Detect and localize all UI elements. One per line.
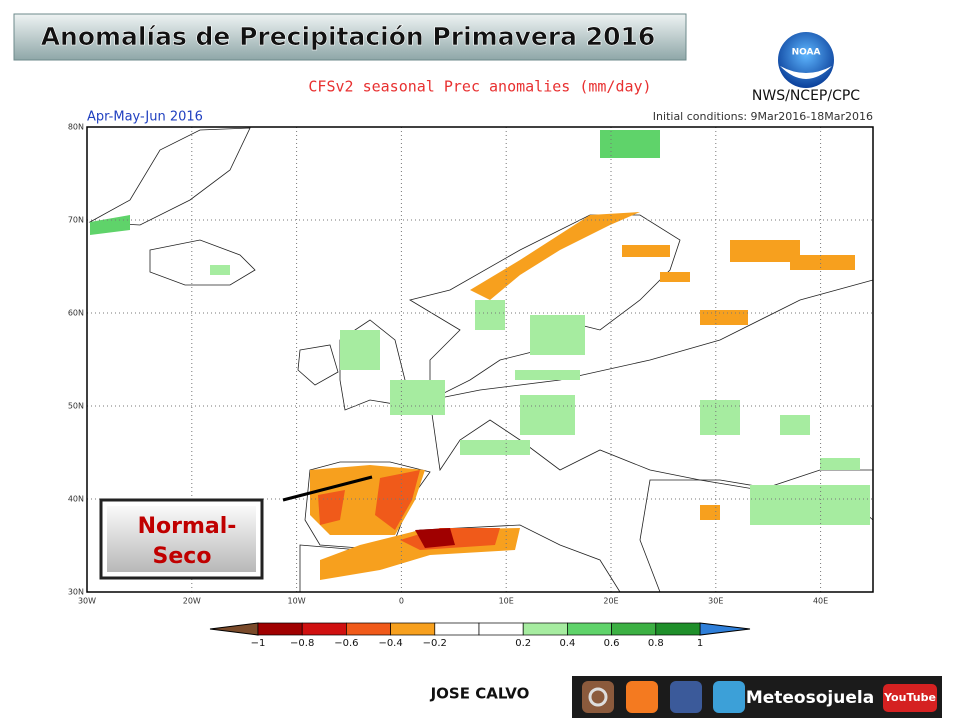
lon-label: 10E	[499, 597, 514, 606]
youtube-label: YouTube	[883, 691, 936, 704]
colorbar-cell	[478, 622, 524, 636]
period: Apr-May-Jun 2016	[87, 110, 203, 125]
lon-label: 20E	[603, 597, 618, 606]
colorbar-cell	[257, 622, 303, 636]
lat-label: 80N	[68, 123, 84, 132]
logo-text: NOAA	[792, 48, 821, 58]
callout-inner	[107, 506, 256, 572]
instagram-lens	[588, 687, 608, 707]
facebook-icon[interactable]	[670, 681, 702, 713]
anomaly-patches	[90, 130, 870, 580]
colorbar-label: −0.6	[334, 638, 358, 649]
colorbar-cell	[301, 622, 347, 636]
colorbar-cell	[611, 622, 657, 636]
grid	[87, 127, 873, 592]
lat-label: 50N	[68, 402, 84, 411]
callout-line2: Seco	[153, 544, 212, 569]
twitter-icon[interactable]	[713, 681, 745, 713]
map-title: CFSv2 seasonal Prec anomalies (mm/day)	[308, 78, 651, 96]
colorbar-low	[209, 622, 259, 636]
colorbar-cell	[522, 622, 568, 636]
colorbar-label: −0.2	[423, 638, 447, 649]
lon-label: 40E	[813, 597, 828, 606]
agency: NWS/NCEP/CPC	[752, 88, 860, 104]
colorbar-label: 0.4	[559, 638, 575, 649]
lat-label: 70N	[68, 216, 84, 225]
author: JOSE CALVO	[430, 685, 530, 703]
lon-label: 0	[399, 597, 404, 606]
callout-line1: Normal-	[138, 514, 237, 539]
colorbar-label: 0.6	[604, 638, 620, 649]
colorbar-label: 0.8	[648, 638, 664, 649]
title: Anomalías de Precipitación Primavera 201…	[41, 22, 656, 51]
lon-label: 30E	[708, 597, 723, 606]
lat-label: 30N	[68, 588, 84, 597]
map-frame	[86, 126, 874, 593]
lat-label: 60N	[68, 309, 84, 318]
brand: Meteosojuela	[746, 688, 874, 708]
lon-label: 20W	[183, 597, 201, 606]
colorbar-cell	[567, 622, 612, 636]
init-conditions: Initial conditions: 9Mar2016-18Mar2016	[653, 110, 873, 123]
logo-wave	[780, 66, 832, 79]
colorbar-label: 1	[697, 638, 703, 649]
colorbar-label: −1	[251, 638, 266, 649]
colorbar-high	[699, 622, 751, 636]
colorbar: −1 −0.8 −0.6 −0.4 −0.2 0.2 0.4 0.6 0.8 1	[209, 622, 751, 649]
colorbar-label: 0.2	[515, 638, 531, 649]
blogger-icon[interactable]	[626, 681, 658, 713]
callout-pointer	[282, 475, 373, 502]
colorbar-cell	[655, 622, 701, 636]
noaa-logo	[778, 32, 834, 88]
lon-label: 30W	[78, 597, 96, 606]
colorbar-label: −0.4	[378, 638, 402, 649]
instagram-icon[interactable]	[582, 681, 614, 713]
title-banner	[13, 13, 687, 61]
youtube-icon[interactable]	[883, 684, 937, 712]
colorbar-label: −0.8	[290, 638, 314, 649]
lon-label: 10W	[288, 597, 306, 606]
lat-label: 40N	[68, 495, 84, 504]
colorbar-cell	[390, 622, 436, 636]
colorbar-cell	[346, 622, 391, 636]
colorbar-cell	[434, 622, 480, 636]
